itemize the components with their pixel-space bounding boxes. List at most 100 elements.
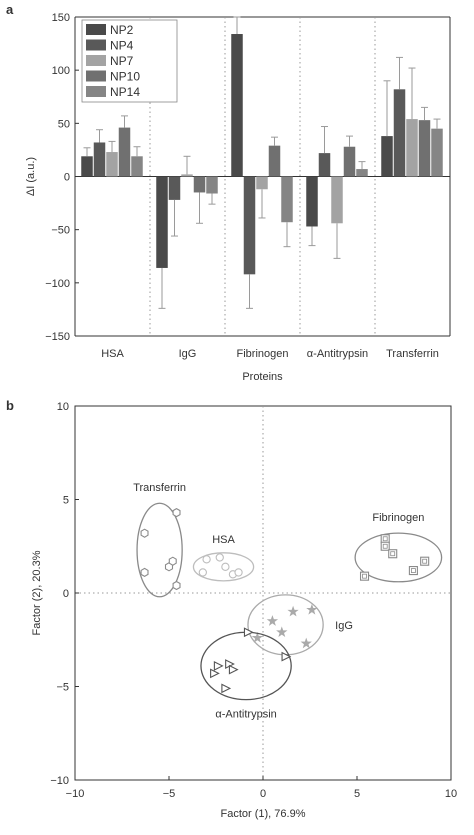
- y-tick-label: 0: [63, 588, 69, 600]
- group-label: α-Antitrypsin: [215, 709, 276, 721]
- category-label: α-Antitrypsin: [307, 348, 368, 360]
- y-tick-label: −50: [51, 225, 70, 237]
- bar: [206, 176, 218, 194]
- point-marker: [420, 556, 430, 566]
- group-hsa: HSA: [192, 534, 255, 582]
- series-np2: [81, 16, 393, 309]
- series-np14: [131, 118, 443, 248]
- bar: [381, 136, 393, 177]
- bar: [331, 176, 343, 224]
- x-tick-label: 10: [445, 788, 457, 800]
- point-marker: [380, 541, 390, 551]
- point-marker-inner: [382, 536, 388, 542]
- bar: [131, 156, 143, 177]
- point-marker: [228, 664, 239, 675]
- score-groups: Transferrin HSA Fibrinogen IgG α-Antitrypsin: [133, 482, 443, 721]
- group-igg: IgG: [247, 594, 353, 656]
- panel-a-label: a: [6, 2, 14, 17]
- point-marker: [300, 637, 312, 649]
- bar: [431, 128, 443, 177]
- bar: [406, 119, 418, 177]
- point-marker: [243, 627, 254, 638]
- legend-swatch: [86, 86, 106, 97]
- y-axis-title: ΔI (a.u.): [25, 157, 37, 196]
- point-marker: [287, 605, 299, 617]
- group-antitrypsin: α-Antitrypsin: [200, 627, 292, 721]
- bar: [393, 89, 406, 177]
- x-tick-label: 0: [260, 788, 266, 800]
- point-marker: [172, 580, 181, 591]
- category-label: IgG: [179, 348, 197, 360]
- bar-series: [81, 16, 443, 309]
- x-tick-label: 5: [354, 788, 360, 800]
- y-tick-label: 5: [63, 495, 69, 507]
- y-tick-label: 0: [64, 172, 70, 184]
- x-axis-title: Factor (1), 76.9%: [221, 808, 306, 820]
- y-tick-label: 100: [52, 65, 70, 77]
- point-marker: [198, 568, 207, 577]
- y-tick-label: −100: [45, 278, 70, 290]
- legend-swatch: [86, 70, 106, 82]
- point-marker: [276, 626, 288, 638]
- series-np4: [93, 56, 406, 309]
- bar-chart-panel: −150 −100 −50 0 50 100 150 HSA IgG Fibrinogen α-A…: [25, 12, 451, 383]
- legend-label: NP14: [110, 85, 140, 99]
- confidence-ellipse: [136, 502, 183, 598]
- point-marker: [210, 668, 220, 679]
- point-marker: [408, 566, 418, 576]
- legend-label: NP2: [110, 23, 134, 37]
- point-marker: [306, 603, 318, 615]
- category-separators: [149, 17, 376, 336]
- group-label: HSA: [212, 534, 235, 546]
- point-marker-inner: [390, 551, 396, 557]
- panel-b-label: b: [6, 398, 14, 413]
- point-marker-inner: [422, 558, 428, 564]
- point-marker: [140, 528, 149, 538]
- point-marker-inner: [410, 568, 416, 573]
- point-marker: [213, 661, 224, 671]
- point-marker: [388, 549, 398, 559]
- bar: [418, 120, 431, 177]
- bar: [93, 142, 106, 177]
- point-marker: [140, 567, 149, 578]
- point-marker: [281, 651, 292, 662]
- x-tick-label: −5: [163, 788, 176, 800]
- confidence-ellipse: [247, 594, 324, 656]
- point-marker: [168, 556, 177, 566]
- y-axis-title: Factor (2), 20.3%: [31, 550, 43, 635]
- y-tick-label: −150: [45, 331, 70, 343]
- confidence-ellipse: [192, 552, 255, 582]
- x-tick-label: −10: [66, 788, 85, 800]
- x-axis-title: Proteins: [242, 371, 283, 383]
- bar: [231, 34, 243, 177]
- group-label: IgG: [335, 620, 353, 632]
- point-marker-inner: [362, 573, 367, 579]
- point-marker: [221, 683, 232, 694]
- bar: [181, 174, 193, 177]
- series-np7: [106, 67, 418, 259]
- point-marker: [251, 631, 263, 643]
- point-marker: [380, 534, 390, 544]
- legend-label: NP7: [110, 54, 134, 68]
- confidence-ellipse: [354, 532, 443, 583]
- point-marker-inner: [382, 543, 388, 549]
- bar: [193, 176, 206, 193]
- legend-swatch: [86, 24, 106, 35]
- legend-swatch: [86, 55, 106, 66]
- point-marker: [234, 568, 243, 577]
- category-label: Fibrinogen: [237, 348, 289, 360]
- point-marker: [221, 562, 230, 571]
- bar: [81, 156, 93, 177]
- y-tick-label: 10: [57, 401, 69, 413]
- group-fibrinogen: Fibrinogen: [354, 512, 443, 583]
- axis-ticks: −10 −5 0 5 10 −10 −5 0 5 10: [50, 401, 457, 800]
- group-label: Transferrin: [133, 482, 186, 494]
- bar: [156, 176, 168, 268]
- series-np10: [118, 106, 431, 224]
- bar: [343, 146, 356, 177]
- point-marker: [359, 571, 370, 581]
- y-tick-label: 50: [58, 118, 70, 130]
- point-marker: [172, 507, 181, 518]
- category-labels: HSA IgG Fibrinogen α-Antitrypsin Transferrin: [101, 348, 439, 360]
